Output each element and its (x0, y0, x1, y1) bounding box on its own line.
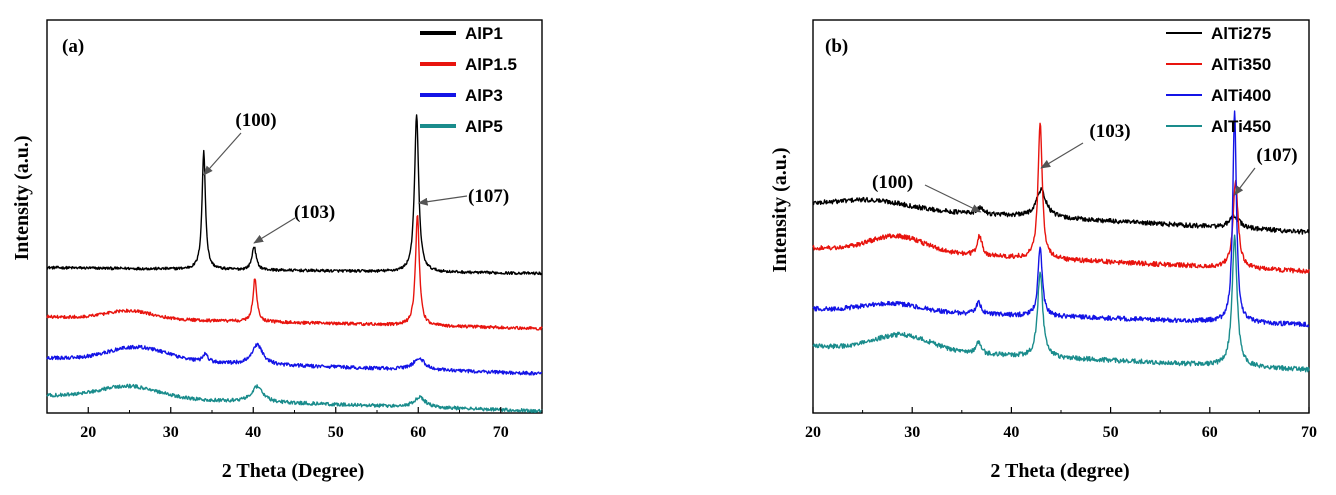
peak-arrow (417, 195, 468, 206)
series-line-alp1-5 (46, 215, 543, 331)
series-line-alp1 (46, 114, 543, 276)
series-group-b (812, 110, 1310, 373)
series-line-alti400 (812, 110, 1310, 328)
x-tick-label: 20 (80, 424, 96, 441)
x-tick-label: 70 (493, 424, 509, 441)
series-line-alp5 (46, 383, 543, 414)
peak-arrow (253, 217, 296, 244)
panel-label-b: (b) (825, 36, 848, 57)
peak-arrow (1040, 142, 1084, 169)
legend-label: AlP1.5 (465, 55, 517, 74)
legend-label: AlTi275 (1211, 24, 1271, 43)
series-line-alti350 (812, 122, 1310, 274)
series-line-alti450 (812, 234, 1310, 373)
panel-a: 20 30 40 50 60 70 (100)(103)(107) AlP1AlP1.5A… (11, 19, 543, 482)
peak-label: (107) (1256, 145, 1297, 166)
x-axis-title-b: 2 Theta (degree) (990, 460, 1129, 482)
legend-label: AlP1 (465, 24, 503, 43)
x-tick-label: 60 (1202, 424, 1218, 441)
peak-label: (103) (1089, 121, 1130, 142)
legend-a: AlP1 AlP1.5 AlP3 AlP5 (420, 24, 517, 136)
x-tick-label: 30 (163, 424, 179, 441)
peak-label: (103) (294, 202, 335, 223)
peak-arrow (203, 132, 242, 176)
y-axis-title-a: Intensity (a.u.) (11, 135, 33, 260)
x-tick-label: 30 (904, 424, 920, 441)
peak-annotations-b: (100) (103) (107) (872, 121, 1298, 213)
peak-label: (107) (468, 186, 509, 207)
legend-label: AlTi400 (1211, 86, 1271, 105)
legend-label: AlP5 (465, 117, 503, 136)
series-line-alti275 (812, 187, 1310, 235)
series-group-a (46, 114, 543, 414)
legend-b: AlTi275 AlTi350 AlTi400 AlTi450 (1166, 24, 1271, 136)
x-tick-label: 20 (805, 424, 821, 441)
x-tick-label: 40 (245, 424, 261, 441)
peak-arrow (1233, 167, 1256, 196)
x-tick-label: 50 (1103, 424, 1119, 441)
x-tick-label: 40 (1003, 424, 1019, 441)
legend-label: AlTi450 (1211, 117, 1271, 136)
panel-label-a: (a) (62, 36, 84, 57)
x-axis-title-a: 2 Theta (Degree) (222, 460, 365, 482)
legend-label: AlTi350 (1211, 55, 1271, 74)
peak-label: (100) (235, 110, 276, 131)
panel-b: 20 30 40 50 60 70 (100)(103)(107) AlTi275AlTi… (769, 19, 1317, 482)
series-line-alp3 (46, 342, 543, 376)
y-axis-title-b: Intensity (a.u.) (769, 147, 791, 272)
peak-arrow (924, 184, 982, 213)
x-tick-label: 70 (1301, 424, 1317, 441)
legend-label: AlP3 (465, 86, 503, 105)
x-tick-label: 50 (328, 424, 344, 441)
peak-label: (100) (872, 172, 913, 193)
peak-annotations-a: (100) (103) (107) (203, 110, 509, 244)
x-tick-label: 60 (410, 424, 426, 441)
x-ticks-b: 20 30 40 50 60 70 (805, 407, 1317, 441)
x-ticks-a: 20 30 40 50 60 70 (46, 407, 543, 441)
